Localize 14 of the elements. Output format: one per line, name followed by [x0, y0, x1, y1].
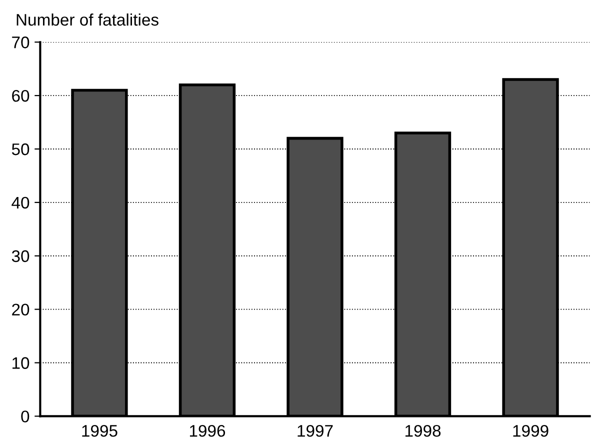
- y-tick-label: 0: [21, 410, 30, 422]
- y-tick-label: 40: [12, 196, 30, 209]
- y-tick-label: 20: [12, 304, 30, 316]
- y-tick-label: 10: [12, 357, 30, 369]
- x-tick-label: 1999: [513, 424, 548, 437]
- x-tick-label: 1998: [406, 424, 441, 437]
- y-axis-title: Number of fatalities: [16, 13, 158, 26]
- x-tick-label: 1997: [298, 424, 333, 437]
- y-tick-label: 50: [12, 143, 30, 156]
- x-tick-label: 1995: [82, 424, 118, 437]
- y-tick-label: 60: [12, 90, 30, 102]
- y-tick-label: 30: [12, 250, 30, 262]
- y-tick-label: 70: [12, 36, 30, 48]
- x-tick-label: 1996: [190, 424, 226, 437]
